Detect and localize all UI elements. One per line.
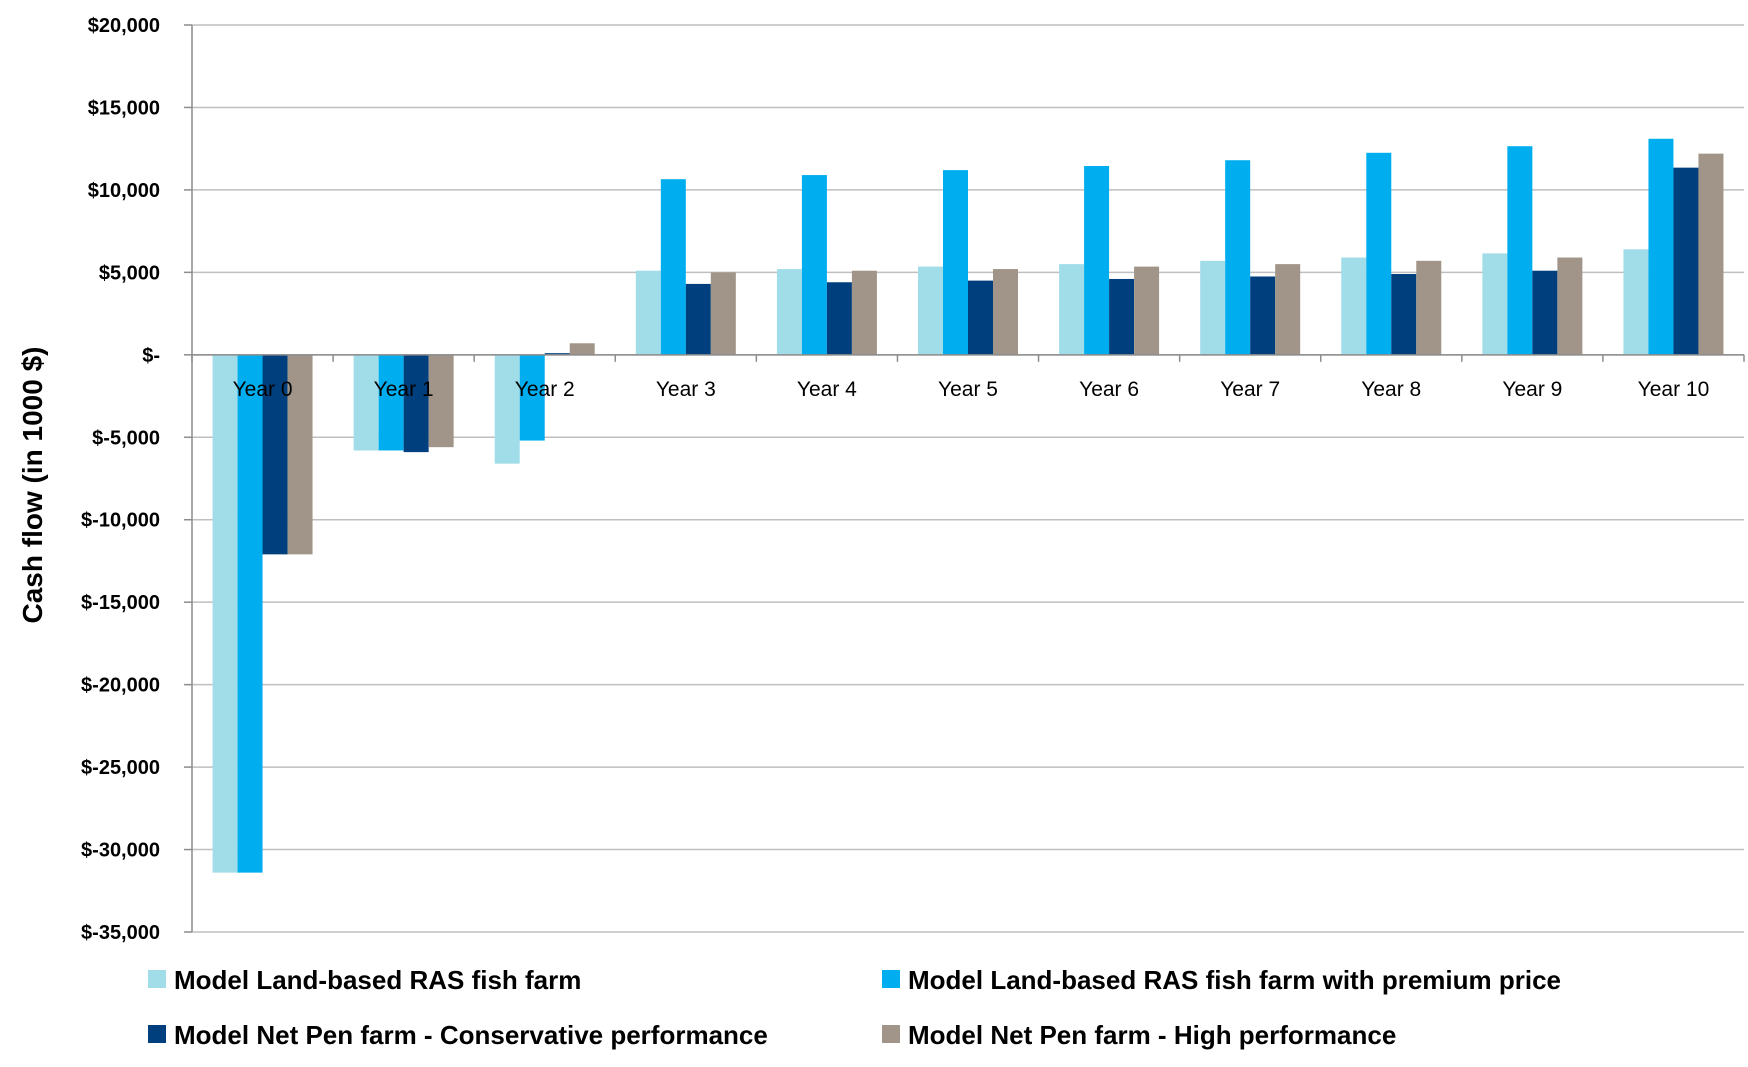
y-tick-label: $-20,000: [81, 675, 160, 697]
bar: [1698, 154, 1723, 355]
bar: [1557, 258, 1582, 355]
bar: [1648, 139, 1673, 355]
y-tick-label: $-5,000: [92, 427, 160, 449]
bar: [1507, 146, 1532, 355]
bar: [1532, 271, 1557, 355]
y-tick-label: $-30,000: [81, 840, 160, 862]
legend-swatch: [882, 970, 900, 988]
bar: [852, 271, 877, 355]
bar: [827, 282, 852, 355]
bar: [379, 355, 404, 451]
bar: [213, 355, 238, 873]
bar: [1109, 279, 1134, 355]
bar: [968, 281, 993, 355]
bar: [404, 355, 429, 452]
y-tick-label: $-15,000: [81, 592, 160, 614]
x-tick-label: Year 7: [1220, 378, 1280, 401]
y-tick-label: $-35,000: [81, 922, 160, 944]
bar: [495, 355, 520, 464]
legend: Model Land-based RAS fish farm Model Land…: [148, 965, 1561, 1050]
bar: [1623, 249, 1648, 355]
bar: [1482, 253, 1507, 354]
y-axis-label: Cash flow (in 1000 $): [17, 347, 48, 624]
bar: [636, 271, 661, 355]
legend-swatch: [148, 1025, 166, 1043]
x-tick-label: Year 9: [1502, 378, 1562, 401]
bar: [570, 343, 595, 355]
bar: [686, 284, 711, 355]
y-tick-label: $20,000: [88, 15, 160, 37]
x-tick-label: Year 8: [1361, 378, 1421, 401]
x-tick-labels: Year 0 Year 1 Year 2 Year 3 Year 4 Year 5 Year…: [233, 378, 1710, 401]
bar: [1084, 166, 1109, 355]
bar: [1134, 267, 1159, 355]
y-tick-label: $15,000: [88, 97, 160, 119]
bar: [429, 355, 454, 447]
bar: [777, 269, 802, 355]
y-tick-labels: $20,000 $15,000 $10,000 $5,000 $- $-5,000 $-10…: [81, 15, 160, 944]
y-tick-label: $-: [142, 345, 160, 367]
bar: [238, 355, 263, 873]
bar: [661, 179, 686, 355]
legend-label: Model Land-based RAS fish farm with prem…: [908, 965, 1561, 995]
y-tick-label: $10,000: [88, 180, 160, 202]
bar: [1225, 160, 1250, 355]
bar: [1416, 261, 1441, 355]
x-tick-label: Year 6: [1079, 378, 1139, 401]
bar: [1341, 258, 1366, 355]
legend-swatch: [882, 1025, 900, 1043]
x-tick-label: Year 10: [1638, 378, 1710, 401]
bar: [943, 170, 968, 355]
y-tick-label: $-10,000: [81, 510, 160, 532]
y-tick-label: $-25,000: [81, 757, 160, 779]
bar: [1391, 274, 1416, 355]
bar: [918, 267, 943, 355]
bar: [1366, 153, 1391, 355]
x-tick-label: Year 1: [374, 378, 434, 401]
bar: [802, 175, 827, 355]
x-tick-label: Year 0: [233, 378, 293, 401]
bar: [1200, 261, 1225, 355]
bar: [1275, 264, 1300, 355]
y-tick-label: $5,000: [99, 262, 160, 284]
bars-group: [213, 139, 1724, 873]
x-tick-label: Year 2: [515, 378, 575, 401]
bar: [1250, 276, 1275, 354]
bar: [711, 272, 736, 354]
legend-label: Model Land-based RAS fish farm: [174, 965, 581, 995]
legend-swatch: [148, 970, 166, 988]
bar: [354, 355, 379, 451]
bar: [1059, 264, 1084, 355]
x-tick-label: Year 5: [938, 378, 998, 401]
legend-label: Model Net Pen farm - Conservative perfor…: [174, 1020, 768, 1050]
bar: [1673, 168, 1698, 355]
x-tick-label: Year 3: [656, 378, 716, 401]
bar: [993, 269, 1018, 355]
x-tick-label: Year 4: [797, 378, 857, 401]
legend-label: Model Net Pen farm - High performance: [908, 1020, 1396, 1050]
